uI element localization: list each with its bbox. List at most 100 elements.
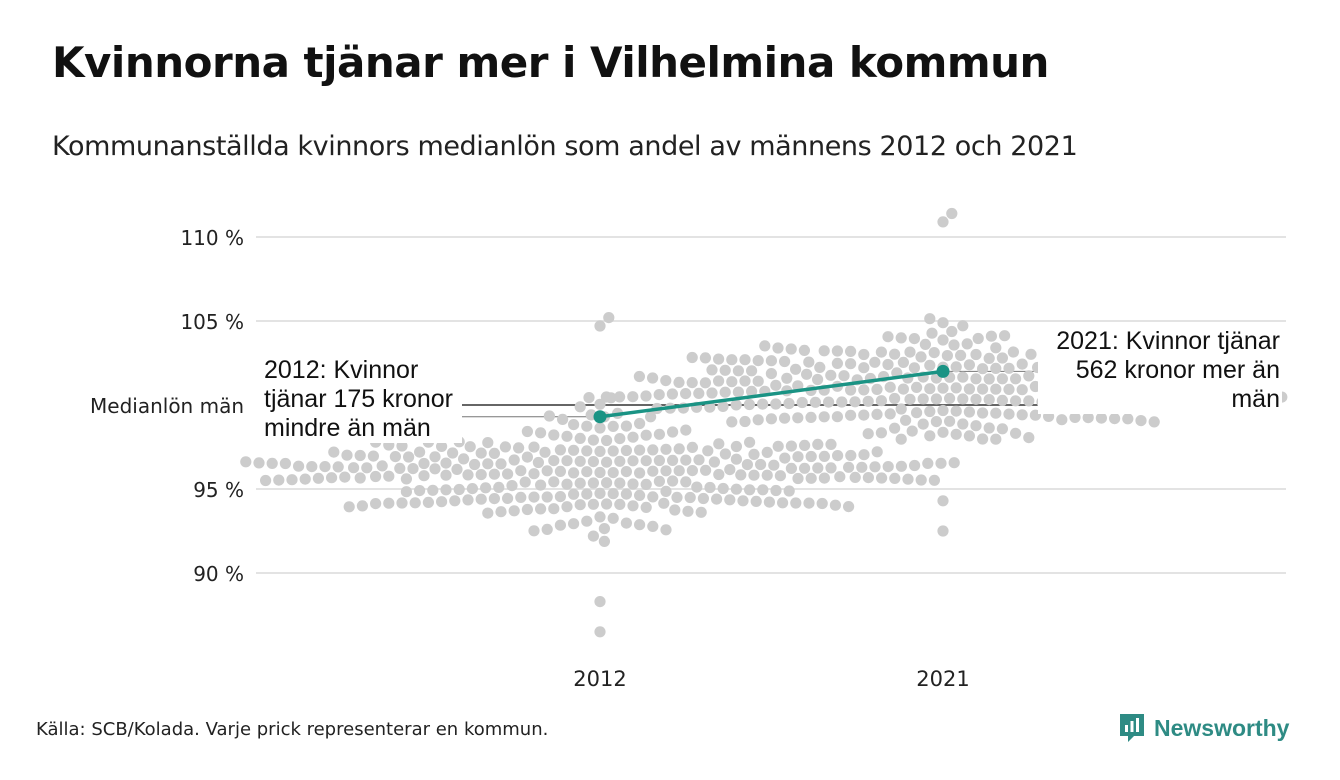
municipality-dot [354,472,366,484]
municipality-dot [963,383,976,395]
municipality-dot [957,371,969,383]
municipality-dot [752,375,764,387]
municipality-dot [924,383,936,395]
municipality-dot [669,504,681,516]
municipality-dot [963,359,976,371]
municipality-dot [548,455,560,467]
municipality-dot [634,417,646,430]
municipality-dot [805,472,817,484]
municipality-dot [990,407,1002,419]
municipality-dot [488,493,500,505]
municipality-dot [770,484,782,497]
municipality-dot [796,396,808,409]
municipality-dot [996,423,1009,435]
municipality-dot [482,458,494,470]
municipality-dot [748,469,760,481]
municipality-dot [680,454,692,466]
chart-title: Kvinnorna tjänar mer i Vilhelmina kommun [52,38,1049,87]
municipality-dot [475,447,487,459]
municipality-dot [812,462,824,474]
municipality-dot [469,458,481,471]
municipality-dot [673,443,685,455]
municipality-dot [603,312,615,324]
municipality-dot [561,430,573,442]
municipality-dot [475,469,487,481]
municipality-dot [673,465,685,477]
municipality-dot [693,454,705,466]
municipality-dot [935,457,947,469]
municipality-dot [361,462,373,474]
municipality-dot [299,473,311,485]
municipality-dot [937,216,949,228]
municipality-dot [858,449,870,461]
municipality-dot [785,462,798,474]
municipality-dot [845,384,857,396]
municipality-dot [948,457,960,469]
municipality-dot [686,351,698,364]
municipality-dot [561,478,573,490]
municipality-dot [502,468,514,480]
municipality-dot [832,450,844,462]
municipality-dot [513,442,525,454]
municipality-dot [627,455,639,467]
municipality-dot [768,459,780,471]
municipality-dot [882,461,894,473]
municipality-dot [928,347,940,359]
municipality-dot [1003,383,1015,395]
municipality-dot [983,394,995,406]
municipality-dot [713,438,725,450]
highlight-point [936,364,950,378]
municipality-dot [319,461,331,473]
municipality-dot [999,330,1011,342]
municipality-dot [730,483,743,495]
municipality-dot [332,461,344,473]
municipality-dot [488,447,500,459]
municipality-dot [1016,384,1028,396]
municipality-dot [660,443,672,455]
municipality-dot [704,401,716,413]
municipality-dot [396,440,408,452]
municipality-dot [601,477,613,489]
municipality-dot [1095,412,1107,424]
municipality-dot [666,388,679,400]
municipality-dot [785,343,797,355]
municipality-dot [699,352,712,364]
municipality-dot [746,385,758,397]
municipality-dot [686,377,698,389]
municipality-dot [653,475,666,487]
y-tick-label: 95 % [193,478,244,502]
municipality-dot [407,463,419,475]
municipality-dot [895,403,907,415]
municipality-dot [884,408,896,420]
municipality-dot [834,471,846,483]
municipality-dot [1016,358,1028,370]
municipality-dot [279,457,291,470]
municipality-dot [928,474,941,486]
municipality-dot [506,480,518,492]
municipality-dot [1135,415,1147,427]
municipality-dot [875,346,888,358]
municipality-dot [515,491,527,503]
municipality-dot [653,389,665,401]
municipality-dot [761,446,773,458]
municipality-dot [667,475,679,487]
municipality-dot [924,313,936,325]
municipality-dot [719,364,731,376]
municipality-dot [996,373,1009,385]
municipality-dot [627,431,639,443]
municipality-dot [528,491,540,503]
municipality-dot [554,519,567,531]
municipality-dot [326,472,338,484]
municipality-dot [697,492,710,505]
municipality-dot [260,474,272,487]
municipality-dot [744,436,756,448]
municipality-dot [792,412,804,424]
highlight-layer [593,364,950,424]
municipality-dot [818,472,831,484]
municipality-dot [273,474,285,486]
municipality-dot [614,433,626,445]
municipality-dot [581,515,593,527]
municipality-dot [783,485,795,497]
municipality-dot [843,501,855,513]
x-tick-label: 2012 [573,667,626,691]
